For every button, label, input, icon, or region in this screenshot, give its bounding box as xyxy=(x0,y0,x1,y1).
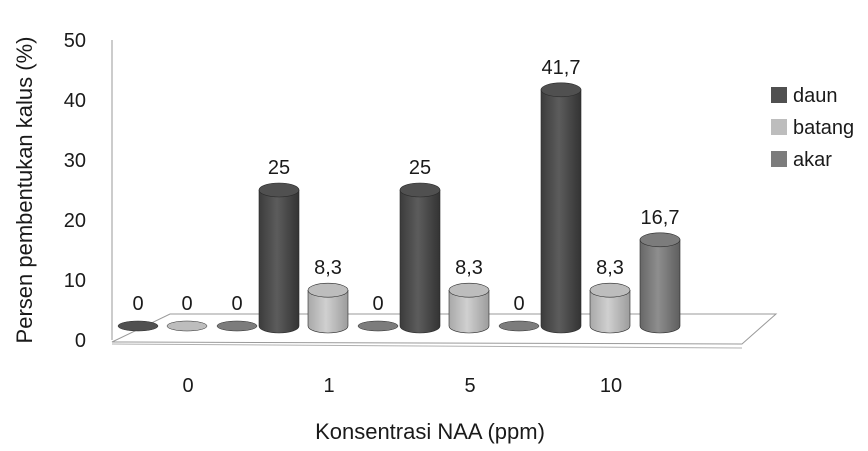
bar-daun-5 xyxy=(399,189,441,334)
bar-top-akar-10 xyxy=(639,232,681,248)
legend-swatch-akar xyxy=(771,151,787,167)
y-tick-label: 30 xyxy=(64,150,86,172)
bar-akar-1 xyxy=(357,320,399,332)
x-tick-label: 10 xyxy=(600,375,622,397)
bar-top-daun-1 xyxy=(258,182,300,198)
data-label: 8,3 xyxy=(455,257,483,279)
bar-akar-0 xyxy=(216,320,258,332)
legend-swatch-batang xyxy=(771,119,787,135)
data-label: 0 xyxy=(132,293,143,315)
y-tick-label: 40 xyxy=(64,90,86,112)
bar-akar-5 xyxy=(498,320,540,332)
bar-top-daun-10 xyxy=(540,82,582,98)
floor-edge xyxy=(111,343,743,349)
data-label: 25 xyxy=(409,157,431,179)
bar-top-batang-10 xyxy=(589,282,631,298)
data-label: 0 xyxy=(513,293,524,315)
legend-label-batang: batang xyxy=(793,117,854,139)
bar-top-daun-5 xyxy=(399,182,441,198)
bar-top-batang-1 xyxy=(307,282,349,298)
legend: daun batang akar xyxy=(771,85,854,171)
data-label: 0 xyxy=(372,293,383,315)
bar-top-batang-5 xyxy=(448,282,490,298)
data-label: 16,7 xyxy=(641,207,680,229)
x-tick-label: 5 xyxy=(464,375,475,397)
data-label: 8,3 xyxy=(596,257,624,279)
bar-akar-10 xyxy=(639,239,681,334)
y-tick-label: 10 xyxy=(64,270,86,292)
bar-daun-1 xyxy=(258,189,300,334)
bar-batang-1 xyxy=(307,289,349,334)
bar-batang-5 xyxy=(448,289,490,334)
y-tick-label: 0 xyxy=(75,330,86,352)
x-axis-title: Konsentrasi NAA (ppm) xyxy=(315,419,545,444)
data-label: 0 xyxy=(181,293,192,315)
y-tick-label: 20 xyxy=(64,210,86,232)
bar-daun-0 xyxy=(117,320,159,332)
bar-daun-10 xyxy=(540,89,582,334)
data-label: 41,7 xyxy=(542,57,581,79)
legend-label-akar: akar xyxy=(793,149,832,171)
bar-batang-0 xyxy=(166,320,208,332)
bar-batang-10 xyxy=(589,289,631,334)
x-tick-label: 0 xyxy=(182,375,193,397)
x-tick-label: 1 xyxy=(323,375,334,397)
y-tick-label: 50 xyxy=(64,30,86,52)
data-label: 0 xyxy=(231,293,242,315)
legend-label-daun: daun xyxy=(793,85,838,107)
y-axis-title: Persen pembentukan kalus (%) xyxy=(12,37,37,344)
data-label: 25 xyxy=(268,157,290,179)
legend-swatch-daun xyxy=(771,87,787,103)
data-label: 8,3 xyxy=(314,257,342,279)
